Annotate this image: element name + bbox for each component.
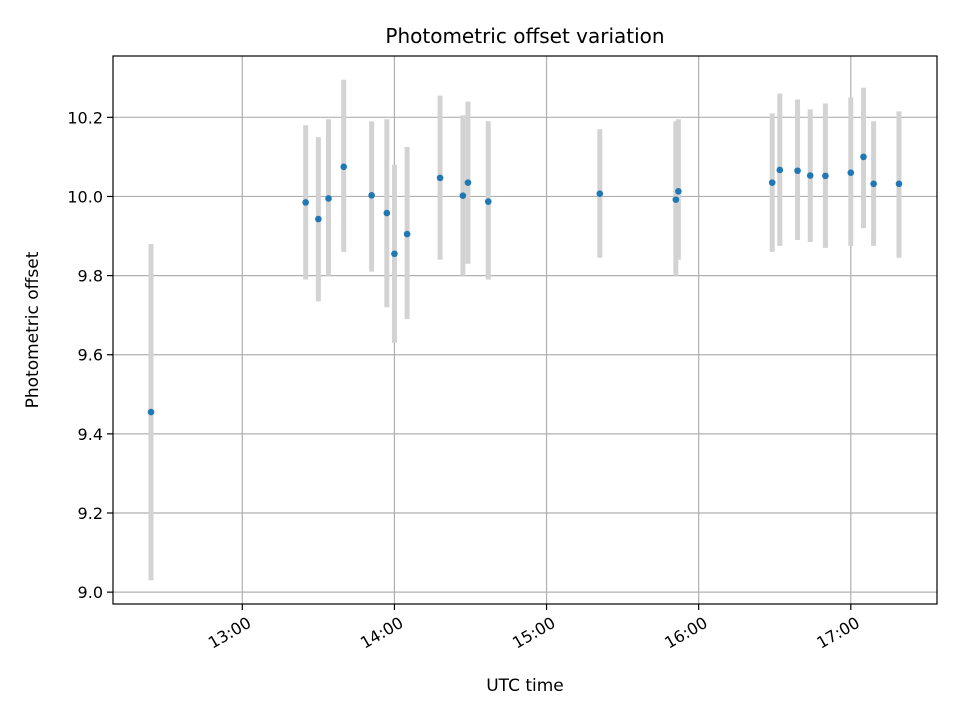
- data-point: [895, 180, 903, 188]
- data-point: [459, 192, 467, 199]
- data-point: [340, 163, 348, 171]
- y-tick-label: 10.2: [67, 108, 103, 127]
- data-point: [391, 250, 398, 258]
- y-axis-label: Photometric offset: [23, 251, 43, 408]
- data-point: [383, 209, 391, 217]
- data-point: [776, 166, 784, 174]
- x-axis-label: UTC time: [486, 676, 564, 696]
- data-point: [315, 215, 322, 223]
- data-point: [147, 408, 155, 416]
- data-point: [822, 172, 829, 180]
- data-point: [675, 188, 682, 195]
- y-tick-label: 9.8: [78, 267, 103, 286]
- data-point: [870, 180, 877, 188]
- data-point: [464, 179, 472, 186]
- chart-title: Photometric offset variation: [385, 24, 664, 48]
- data-point: [325, 195, 332, 202]
- data-point: [484, 198, 492, 205]
- data-point: [596, 190, 604, 197]
- data-point: [768, 179, 776, 186]
- y-tick-label: 9.2: [78, 504, 103, 523]
- data-point: [806, 172, 814, 179]
- y-tick-label: 9.6: [78, 346, 103, 365]
- y-tick-label: 10.0: [67, 187, 103, 206]
- y-tick-label: 9.0: [78, 583, 103, 602]
- y-tick-label: 9.4: [78, 425, 103, 444]
- data-point: [794, 167, 801, 175]
- data-point: [302, 199, 309, 206]
- data-point: [860, 153, 867, 161]
- data-point: [847, 169, 855, 177]
- y-axis-ticks: 9.0 9.2 9.4 9.6 9.8 10.0 10.2: [67, 108, 113, 602]
- grid-lines: [113, 56, 937, 604]
- data-point: [368, 191, 375, 199]
- data-points: [147, 153, 903, 416]
- data-point: [672, 196, 680, 203]
- data-point: [436, 174, 444, 182]
- data-point: [403, 230, 411, 238]
- plot-frame: [112, 55, 938, 605]
